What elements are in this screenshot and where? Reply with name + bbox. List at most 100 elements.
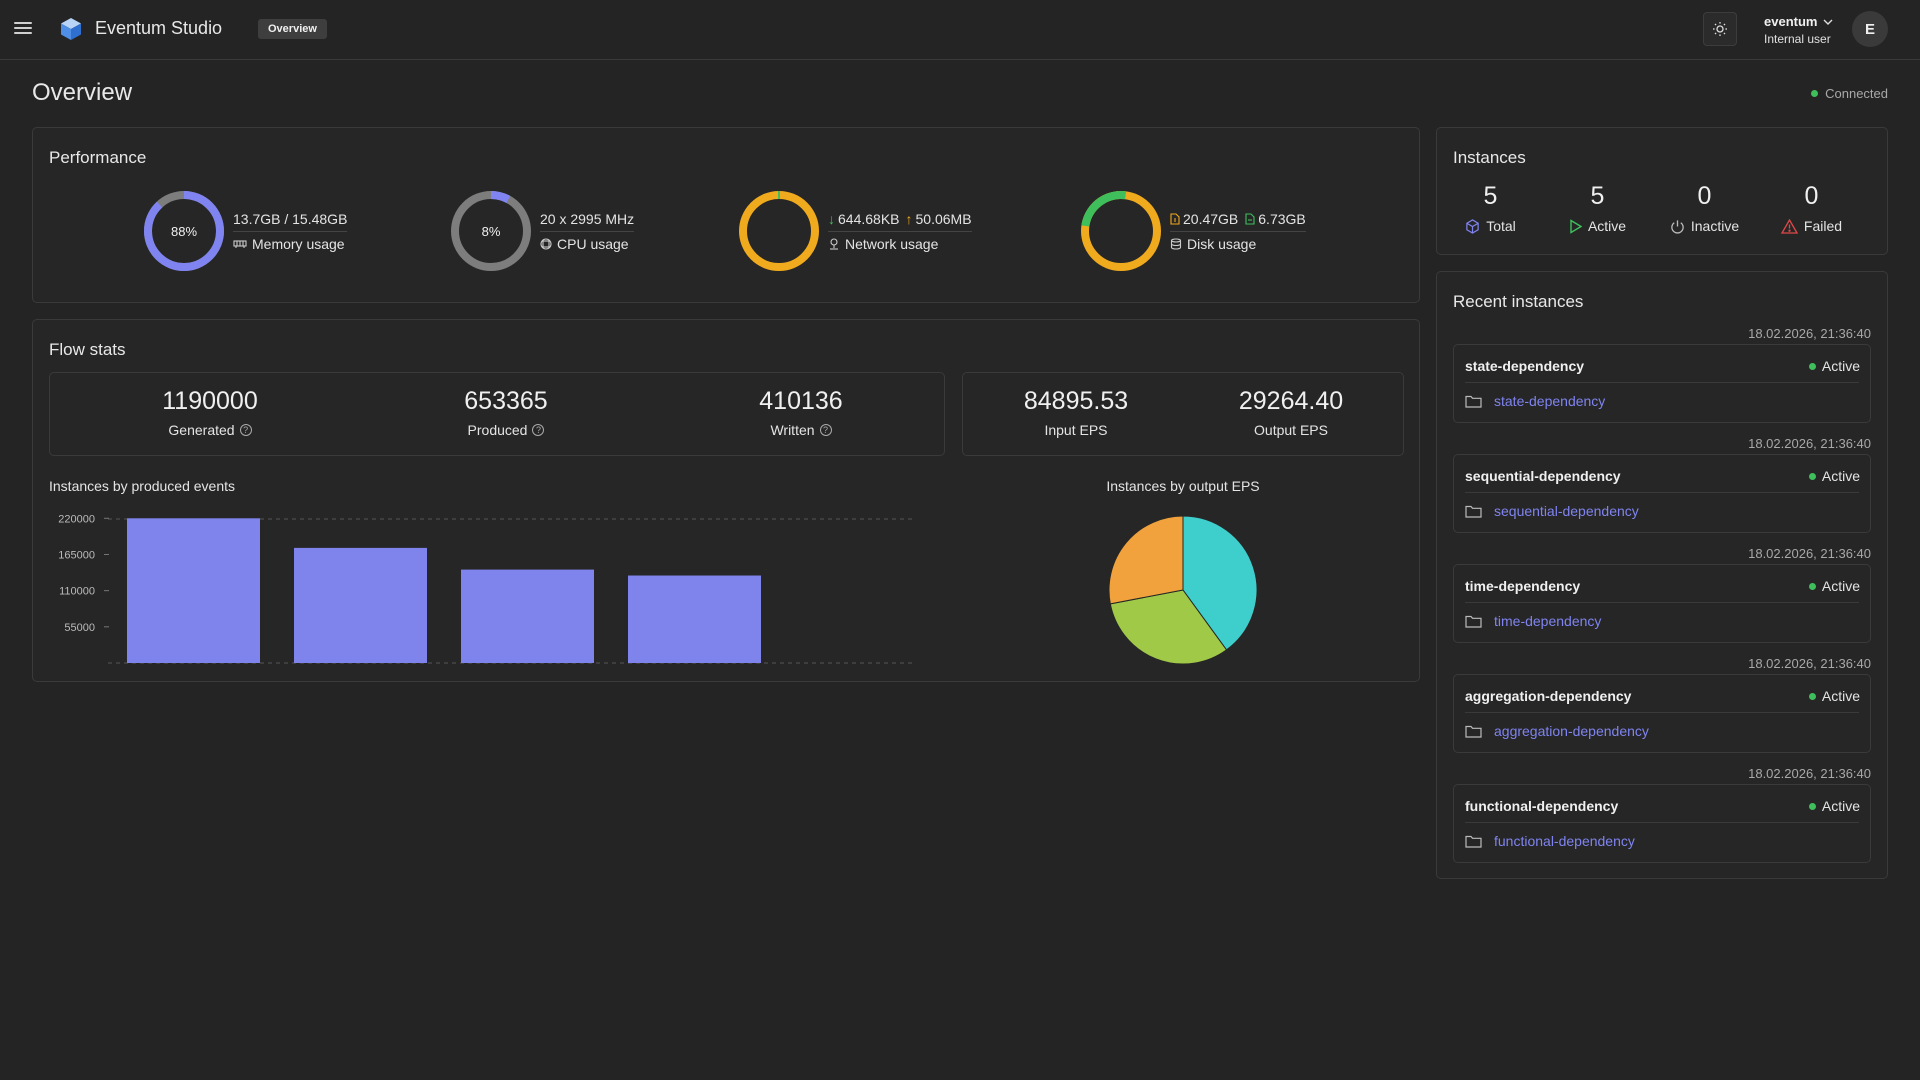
status-dot-icon [1808,362,1816,370]
recent-instance-link-row: state-dependency [1465,393,1605,409]
input-eps-label: Input EPS [966,422,1186,438]
written-stat: 410136 Written ? [691,387,911,438]
help-icon[interactable]: ? [239,424,252,436]
bar [461,569,594,663]
disk-value: 20.47GB 6.73GB [1170,211,1306,232]
written-label-text: Written [770,422,815,438]
folder-icon [1465,725,1482,738]
recent-instance-card[interactable]: sequential-dependency Active sequential-de… [1453,454,1871,533]
instances-inactive-text: Inactive [1690,218,1740,234]
instances-total-label: Total [1437,218,1544,234]
memory-percent: 88% [170,223,198,239]
avatar[interactable]: E [1852,11,1888,47]
instances-active-label: Active [1544,218,1651,234]
recent-instance-link[interactable]: state-dependency [1494,393,1606,409]
recent-instance-link-row: aggregation-dependency [1465,723,1649,739]
theme-toggle-button[interactable] [1703,12,1737,46]
instances-total-value: 5 [1483,182,1498,210]
cpu-usage: 8% 20 x 2995 MHz CPU usage [449,189,669,273]
status-dot-icon [1808,802,1816,810]
app-title: Eventum Studio [95,18,223,38]
disk-read: 20.47GB [1183,211,1239,227]
memory-label-text: Memory usage [252,236,345,252]
help-icon[interactable]: ? [532,424,545,436]
generated-value: 1190000 [162,387,258,415]
flow-stats-title: Flow stats [49,340,126,359]
instances-failed-text: Failed [1803,218,1843,234]
cube-logo-icon [61,18,81,40]
cpu-label: CPU usage [540,236,629,252]
recent-instance-status-label: Active [1821,358,1860,374]
recent-instance-card[interactable]: state-dependency Active state-dependency [1453,344,1871,423]
recent-instance-card[interactable]: aggregation-dependency Active aggregation-… [1453,674,1871,753]
recent-instance-link-row: sequential-dependency [1465,503,1639,519]
generated-stat: 1190000 Generated ? [100,387,320,438]
input-eps-stat: 84895.53 Input EPS [966,387,1186,438]
file-read-icon [1170,213,1180,225]
instances-inactive[interactable]: 0 Inactive [1651,182,1758,234]
network-icon [830,238,838,250]
status-dot-icon [1811,90,1819,97]
performance-title: Performance [49,148,147,167]
y-tick-label: 220000 [58,513,95,525]
recent-instance-name: state-dependency [1465,358,1585,374]
file-write-icon [1245,213,1255,225]
recent-instance-status-label: Active [1821,578,1860,594]
disk-usage: 20.47GB 6.73GB Disk usage [1079,189,1319,273]
menu-icon[interactable] [14,19,32,37]
performance-card: Performance 88% 13.7GB / 15.48GB Memory … [32,127,1420,303]
disk-label: Disk usage [1170,236,1256,252]
eps-box: 84895.53 Input EPS 29264.40 Output EPS [962,372,1404,456]
help-icon[interactable]: ? [819,424,832,436]
cpu-icon [540,238,552,250]
memory-icon [233,240,247,248]
pie-chart-title: Instances by output EPS [1106,478,1260,494]
recent-instance-status-label: Active [1821,468,1860,484]
app-header: Eventum Studio Overview eventum Internal… [0,0,1920,60]
output-eps-value: 29264.40 [1238,387,1344,415]
y-tick-label: 165000 [58,549,95,561]
recent-instance-timestamp: 18.02.2026, 21:36:40 [1748,656,1871,671]
cpu-percent: 8% [481,223,501,239]
disk-label-text: Disk usage [1187,236,1257,252]
recent-instance-link[interactable]: aggregation-dependency [1494,723,1649,739]
recent-instance-card[interactable]: time-dependency Active time-dependency [1453,564,1871,643]
recent-instance-link[interactable]: functional-dependency [1494,833,1635,849]
recent-instance-card[interactable]: functional-dependency Active functional-de… [1453,784,1871,863]
folder-icon [1465,835,1482,848]
instances-active-value: 5 [1590,182,1605,210]
sun-icon [1713,22,1727,36]
bar [294,547,427,663]
recent-instance-name: aggregation-dependency [1465,688,1632,704]
network-ring [739,191,819,271]
pie-slice [1108,515,1184,605]
recent-instance-link-row: functional-dependency [1465,833,1635,849]
divider [1465,822,1859,823]
event-counts-box: 1190000 Generated ? 653365 Produced ? 41… [49,372,945,456]
folder-icon [1465,615,1482,628]
recent-instance-name: functional-dependency [1465,798,1619,814]
cpu-ring [451,191,531,271]
cube-icon [1466,218,1479,234]
instances-active[interactable]: 5 Active [1544,182,1651,234]
produced-label: Produced ? [396,422,616,438]
recent-instance-link[interactable]: time-dependency [1494,613,1602,629]
recent-instance-status-label: Active [1821,688,1860,704]
disk-ring [1081,191,1161,271]
power-icon [1671,219,1684,234]
instances-total[interactable]: 5 Total [1437,182,1544,234]
page-title: Overview [32,79,133,106]
user-role: Internal user [1764,32,1831,46]
divider [1465,382,1859,383]
database-icon [1170,238,1182,250]
flow-stats-card: Flow stats 1190000 Generated ? 653365 Pr… [32,319,1420,682]
cpu-value: 20 x 2995 MHz [540,211,635,232]
recent-instance-status-label: Active [1821,798,1860,814]
network-usage: ↓ 644.68KB ↑ 50.06MB Network usage [737,189,987,273]
input-eps-label-text: Input EPS [1044,422,1108,438]
user-menu[interactable]: eventum Internal user [1764,14,1833,46]
recent-instance-link[interactable]: sequential-dependency [1494,503,1639,519]
divider [1465,602,1859,603]
instances-failed[interactable]: 0 Failed [1758,182,1865,234]
status-dot-icon [1808,472,1816,480]
